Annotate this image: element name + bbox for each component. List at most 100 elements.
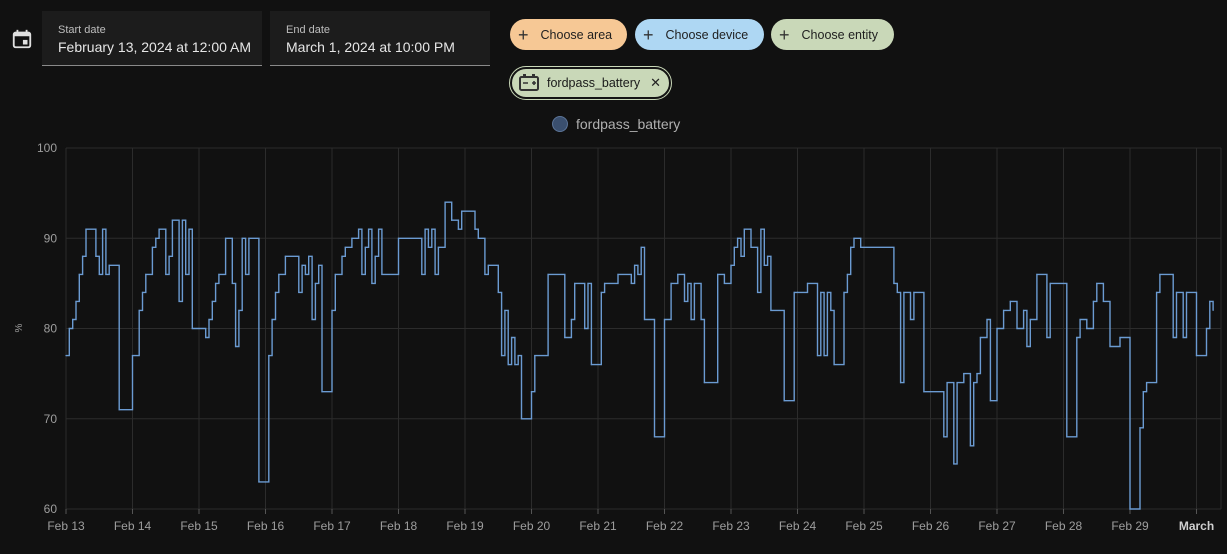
data-point — [1209, 300, 1211, 302]
data-point — [245, 273, 247, 275]
data-point — [301, 264, 303, 266]
data-point — [989, 400, 992, 402]
data-point — [75, 300, 77, 302]
data-point — [514, 364, 516, 366]
x-tick-label: Feb 17 — [313, 519, 351, 533]
data-point — [78, 273, 80, 275]
data-point — [501, 355, 503, 357]
data-point — [717, 273, 719, 275]
data-point — [1142, 391, 1144, 393]
data-point — [1066, 436, 1068, 438]
data-point — [740, 255, 742, 257]
data-point — [953, 463, 955, 465]
data-point — [600, 291, 602, 293]
data-point — [151, 246, 153, 248]
data-point — [504, 309, 506, 311]
data-point — [520, 418, 523, 420]
data-point — [1086, 327, 1088, 330]
data-point — [284, 255, 286, 257]
data-point — [743, 228, 745, 230]
x-tick-label: Feb 13 — [47, 519, 85, 533]
selected-entity-label: fordpass_battery — [547, 76, 641, 90]
data-point — [617, 273, 619, 275]
data-point — [1016, 327, 1018, 330]
y-tick-label: 70 — [44, 412, 58, 426]
x-tick-label: Feb 23 — [712, 519, 750, 533]
data-point — [1036, 273, 1038, 275]
data-point — [564, 336, 566, 339]
close-icon[interactable]: ✕ — [650, 75, 661, 90]
legend-swatch — [552, 116, 568, 132]
data-point — [102, 228, 104, 230]
data-point — [298, 291, 300, 293]
data-point — [358, 228, 360, 230]
data-point — [703, 382, 706, 384]
data-point — [796, 291, 799, 293]
data-point — [1159, 273, 1161, 275]
data-point — [1119, 336, 1121, 339]
data-point — [723, 282, 726, 284]
data-point — [118, 409, 120, 411]
data-point — [72, 318, 74, 321]
data-point — [85, 228, 87, 230]
data-point — [996, 327, 998, 330]
data-point — [165, 273, 167, 275]
data-point — [634, 264, 636, 266]
x-tick-label: Feb 25 — [845, 519, 883, 533]
data-point — [341, 255, 343, 257]
data-point — [670, 282, 672, 284]
data-point — [730, 264, 732, 266]
data-point — [268, 355, 270, 357]
data-point — [850, 246, 852, 248]
data-point — [451, 219, 453, 221]
data-point — [1096, 282, 1098, 284]
x-tick-label: Feb 19 — [446, 519, 484, 533]
data-point — [843, 291, 845, 293]
data-point — [258, 481, 260, 483]
data-point — [308, 255, 310, 257]
end-date-field[interactable]: End date March 1, 2024 at 10:00 PM — [270, 11, 490, 66]
start-date-field[interactable]: Start date February 13, 2024 at 12:00 AM — [42, 11, 262, 66]
x-tick-label: Feb 21 — [579, 519, 617, 533]
y-tick-label: 80 — [44, 322, 58, 336]
data-point — [1109, 345, 1111, 348]
choose-device-button[interactable]: + Choose device — [635, 19, 764, 50]
data-point — [823, 355, 825, 357]
data-point — [138, 309, 140, 311]
data-point — [397, 237, 400, 239]
chart-legend[interactable]: fordpass_battery — [552, 116, 680, 132]
data-point — [1156, 291, 1158, 293]
data-point — [241, 237, 243, 239]
choose-area-label: Choose area — [540, 27, 613, 42]
data-point — [1205, 327, 1208, 330]
axis-labels: 60 70 80 90 100 Feb 13 Feb 14 Feb 15 Feb 16 Feb 1… — [14, 141, 1214, 533]
data-point — [431, 228, 433, 230]
data-point — [663, 318, 666, 321]
y-axis-label: % — [14, 323, 25, 332]
data-point — [860, 246, 862, 248]
choose-area-button[interactable]: + Choose area — [510, 19, 627, 50]
data-point — [374, 255, 376, 257]
x-tick-label: Feb 22 — [646, 519, 684, 533]
plus-icon: + — [779, 24, 790, 45]
data-point — [278, 273, 280, 275]
x-tick-label: Feb 29 — [1111, 519, 1149, 533]
choose-entity-button[interactable]: + Choose entity — [771, 19, 894, 50]
data-point — [846, 273, 849, 275]
data-point — [311, 318, 313, 321]
calendar-icon[interactable] — [11, 28, 33, 50]
data-point — [211, 300, 213, 302]
data-point — [361, 273, 363, 275]
data-point — [517, 355, 519, 357]
data-point — [334, 273, 336, 275]
data-point — [979, 336, 982, 339]
data-point — [1195, 355, 1198, 357]
data-point — [98, 273, 100, 275]
data-point — [421, 273, 423, 275]
start-date-value[interactable]: February 13, 2024 at 12:00 AM — [58, 39, 252, 55]
data-point — [168, 255, 170, 257]
end-date-value[interactable]: March 1, 2024 at 10:00 PM — [286, 39, 455, 55]
selected-entity-chip[interactable]: fordpass_battery ✕ — [509, 66, 672, 100]
data-point — [750, 246, 752, 248]
data-point — [68, 327, 70, 330]
